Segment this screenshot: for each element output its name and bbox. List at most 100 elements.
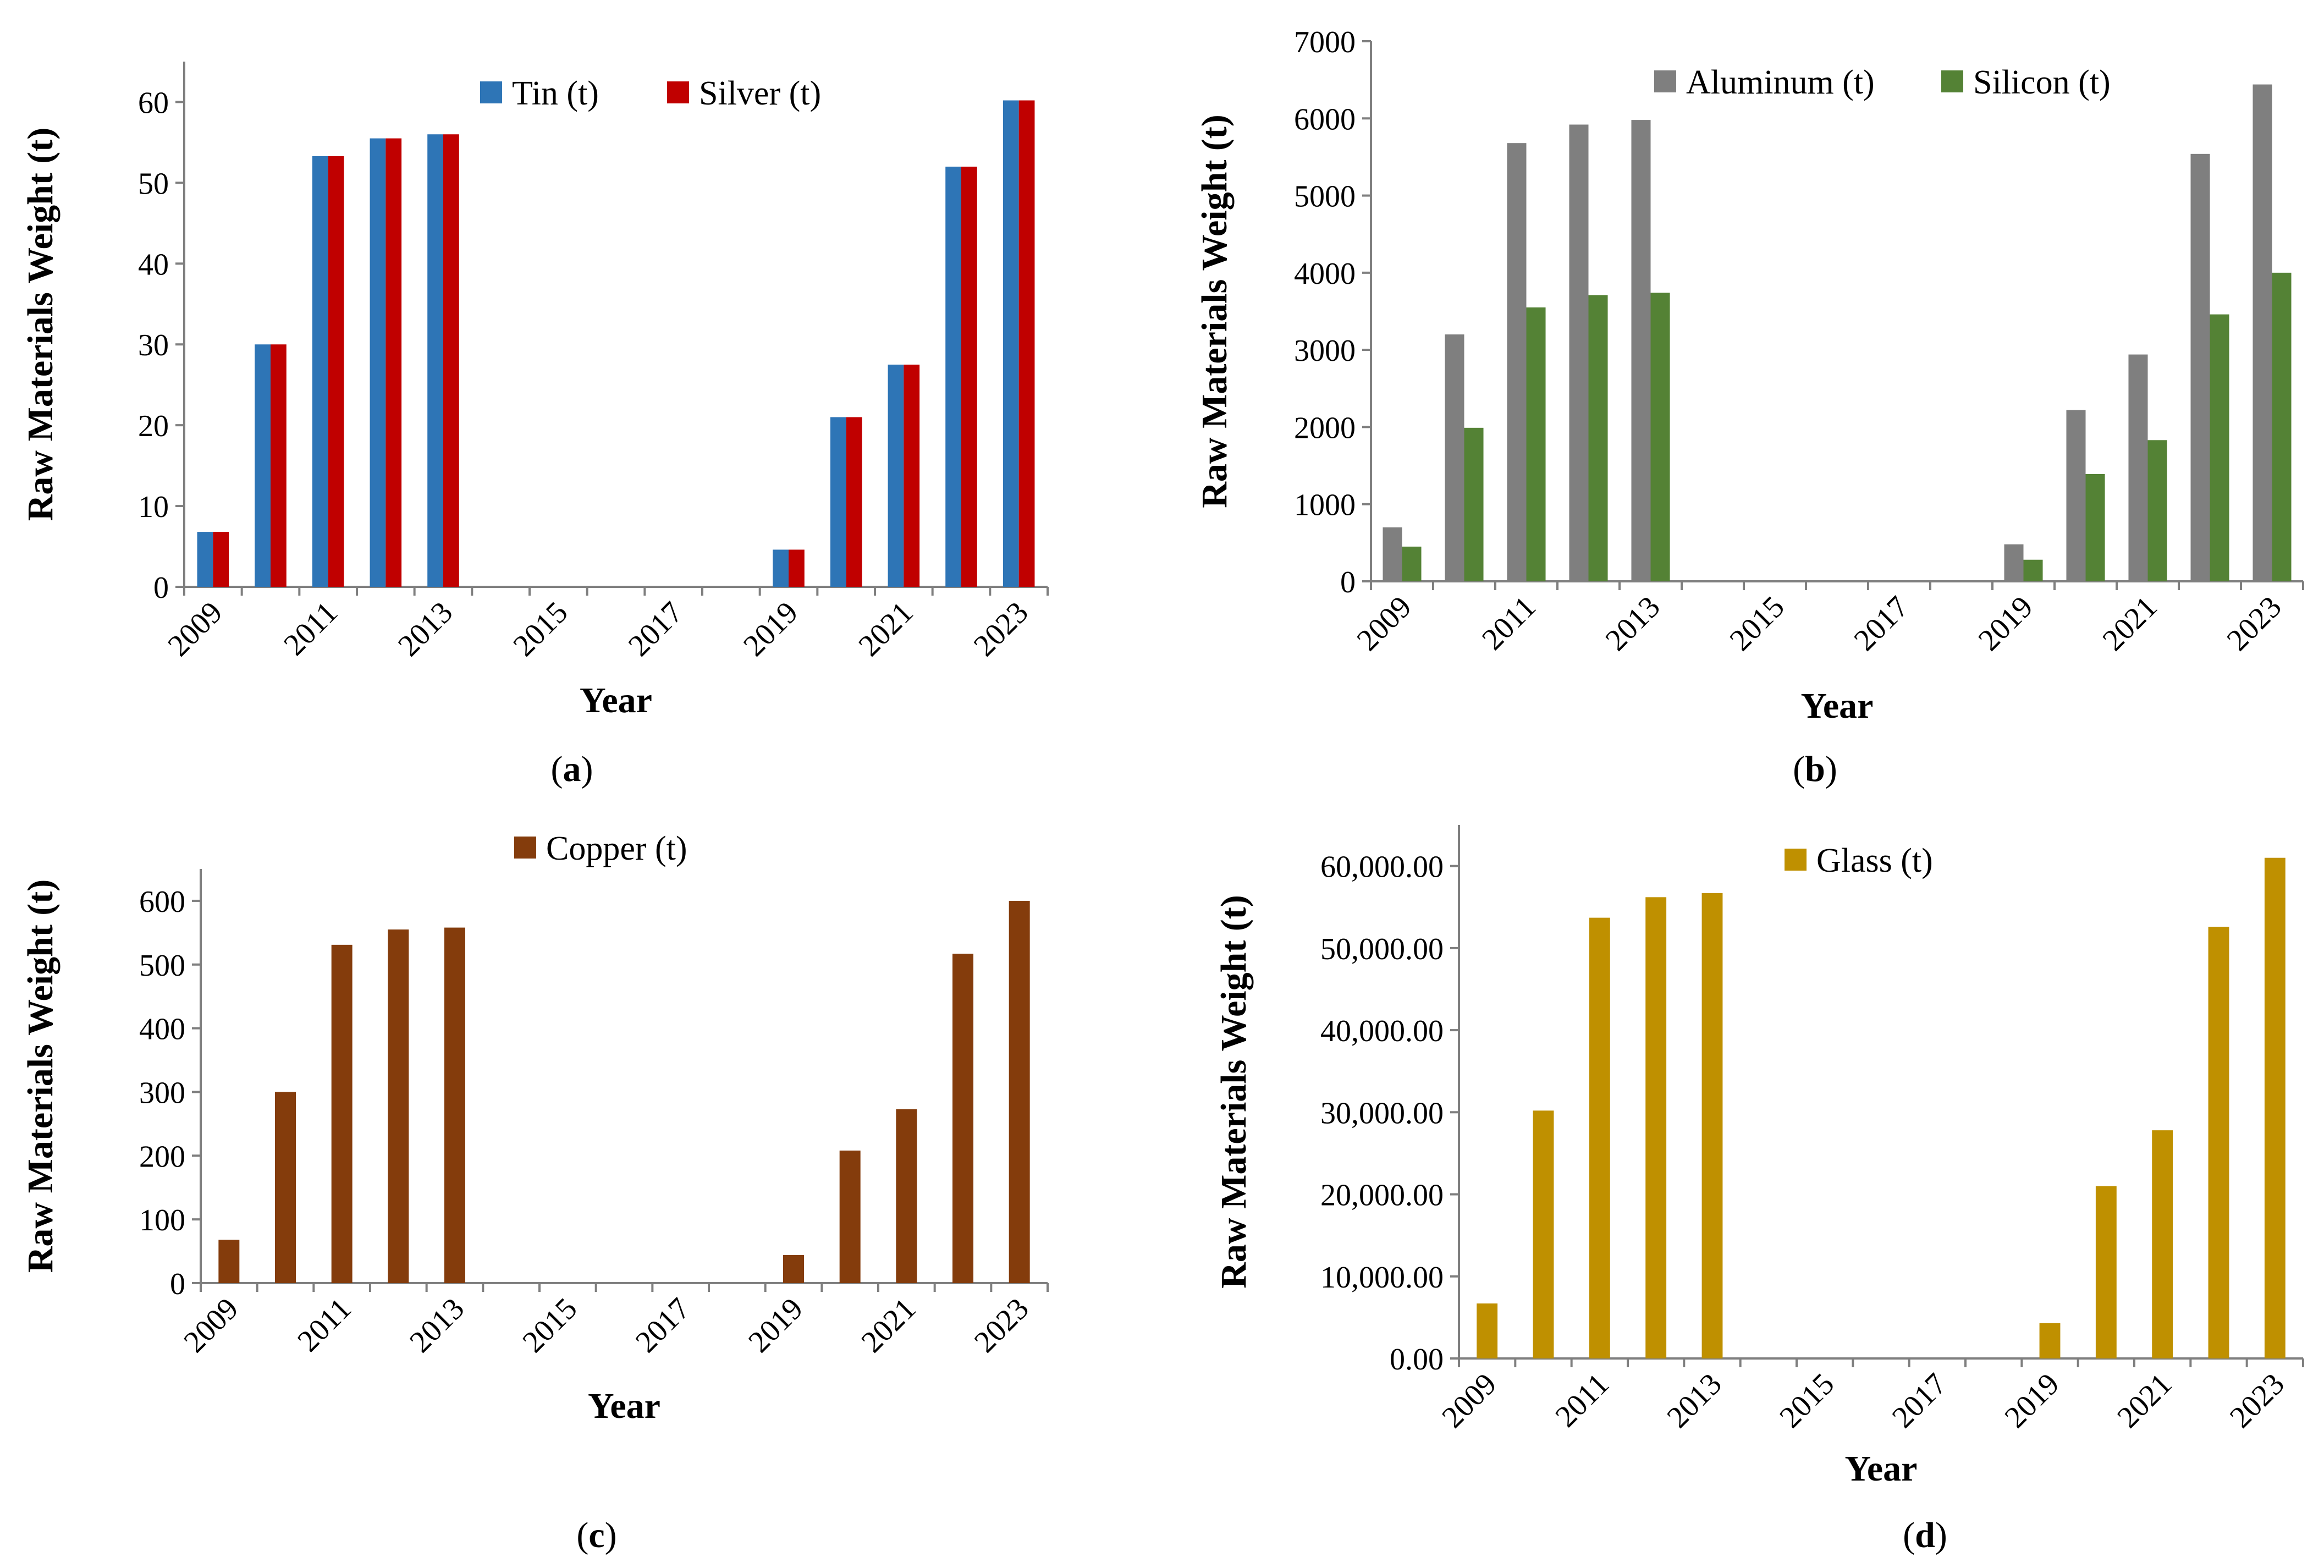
bar-silicon-2022 <box>2210 314 2229 581</box>
bar-silver-2023 <box>1018 100 1035 587</box>
panel-label: (b) <box>1793 749 1837 789</box>
bar-glass-2009 <box>1477 1303 1498 1358</box>
x-tick-label: 2013 <box>1599 590 1667 657</box>
x-axis-title: Year <box>588 1386 660 1426</box>
x-tick-label: 2011 <box>1475 590 1543 657</box>
bar-silicon-2023 <box>2272 272 2292 581</box>
x-tick-label: 2021 <box>2111 1367 2178 1434</box>
x-tick-label: 2009 <box>161 595 229 663</box>
x-tick-label: 2023 <box>2223 1367 2291 1434</box>
x-tick-label: 2021 <box>852 595 919 663</box>
bar-aluminum-2021 <box>2128 354 2148 581</box>
legend-swatch <box>480 81 502 103</box>
y-tick-label: 600 <box>139 885 185 919</box>
chart-d: 0.00 10,000.00 20,000.00 30,000.00 40,000.00… <box>1214 825 2304 1555</box>
bar-glass-2023 <box>2264 857 2286 1358</box>
bar-glass-2013 <box>1701 893 1723 1358</box>
bar-silicon-2019 <box>2023 559 2043 581</box>
y-tick-label: 10,000.00 <box>1320 1261 1444 1295</box>
bar-silicon-2011 <box>1526 307 1546 581</box>
y-tick-label: 0 <box>1340 565 1356 599</box>
bar-silver-2020 <box>846 417 862 587</box>
y-tick-label: 10 <box>138 490 169 524</box>
y-tick-label: 2000 <box>1294 411 1356 445</box>
x-tick-label: 2011 <box>277 595 344 662</box>
x-tick-label: 2011 <box>291 1291 358 1358</box>
legend-label: Aluminum (t) <box>1686 64 1875 101</box>
y-tick-label: 200 <box>139 1140 185 1174</box>
y-tick-label: 500 <box>139 949 185 983</box>
y-tick-label: 4000 <box>1294 257 1356 291</box>
y-tick-label: 1000 <box>1294 488 1356 522</box>
x-axis-title: Year <box>1801 686 1874 726</box>
y-axis-title: Raw Materials Weight (t) <box>1214 895 1254 1288</box>
panel-label: (c) <box>576 1515 616 1555</box>
bar-tin-2010 <box>255 344 271 587</box>
bar-copper-2019 <box>783 1255 804 1283</box>
x-tick-label: 2023 <box>967 595 1035 663</box>
x-axis-title: Year <box>1845 1449 1918 1489</box>
y-tick-label: 30 <box>138 328 169 362</box>
x-axis-title: Year <box>580 680 652 720</box>
bar-silicon-2009 <box>1402 546 1422 581</box>
bar-aluminum-2009 <box>1383 527 1402 581</box>
bar-silver-2019 <box>789 549 805 587</box>
x-tick-label: 2015 <box>516 1291 583 1359</box>
y-tick-label: 300 <box>139 1076 185 1110</box>
x-tick-label: 2017 <box>1886 1367 1953 1434</box>
x-tick-label: 2023 <box>2221 590 2288 657</box>
bar-copper-2023 <box>1009 900 1030 1283</box>
x-tick-label: 2017 <box>622 595 690 663</box>
legend-swatch <box>1785 849 1807 871</box>
bar-tin-2009 <box>197 532 213 587</box>
y-tick-label: 20 <box>138 409 169 443</box>
legend-label: Copper (t) <box>546 830 687 867</box>
bar-silicon-2012 <box>1588 295 1608 581</box>
bar-silicon-2013 <box>1650 293 1670 581</box>
y-tick-label: 0 <box>170 1267 185 1301</box>
legend-swatch <box>514 837 536 859</box>
bar-tin-2021 <box>888 364 904 587</box>
bar-aluminum-2013 <box>1631 120 1651 581</box>
y-tick-label: 5000 <box>1294 180 1356 214</box>
y-axis-title: Raw Materials Weight (t) <box>20 879 60 1273</box>
bar-silicon-2010 <box>1464 427 1484 581</box>
bar-aluminum-2019 <box>2004 544 2024 581</box>
bar-silver-2009 <box>213 532 229 587</box>
bar-copper-2021 <box>896 1109 917 1283</box>
bar-silver-2012 <box>386 138 402 587</box>
legend-swatch <box>1941 70 1963 92</box>
y-tick-label: 60,000.00 <box>1320 850 1444 884</box>
bar-glass-2011 <box>1589 917 1610 1358</box>
bar-tin-2013 <box>427 134 443 587</box>
bar-glass-2020 <box>2095 1186 2117 1358</box>
y-tick-label: 0.00 <box>1390 1343 1444 1377</box>
y-tick-label: 50 <box>138 167 169 201</box>
x-tick-label: 2017 <box>1848 590 1915 657</box>
y-tick-label: 3000 <box>1294 334 1356 368</box>
bar-glass-2019 <box>2039 1323 2061 1358</box>
y-tick-label: 100 <box>139 1203 185 1237</box>
legend-swatch <box>1654 70 1676 92</box>
bar-copper-2020 <box>839 1151 861 1283</box>
panel-label: (a) <box>551 749 593 789</box>
chart-c: 0 100 200 300 400 500 600 2009 2011 2013 2015 2017 2… <box>20 830 1049 1555</box>
y-axis-title: Raw Materials Weight (t) <box>1194 114 1235 508</box>
x-tick-label: 2017 <box>629 1291 697 1359</box>
panel-label: (d) <box>1903 1515 1947 1555</box>
bar-copper-2010 <box>275 1092 296 1283</box>
y-tick-label: 7000 <box>1294 25 1356 59</box>
x-tick-label: 2009 <box>1351 590 1418 657</box>
y-tick-label: 0 <box>153 571 169 605</box>
x-tick-label: 2019 <box>1972 590 2040 657</box>
bar-silicon-2021 <box>2147 440 2167 581</box>
bar-tin-2012 <box>370 138 386 587</box>
y-tick-label: 30,000.00 <box>1320 1096 1444 1130</box>
bar-silver-2021 <box>904 364 920 587</box>
x-tick-label: 2013 <box>403 1291 471 1359</box>
bar-aluminum-2023 <box>2253 84 2272 581</box>
legend-swatch <box>667 81 689 103</box>
x-tick-label: 2023 <box>968 1291 1036 1359</box>
x-tick-label: 2015 <box>1773 1367 1841 1434</box>
x-tick-label: 2009 <box>177 1291 245 1359</box>
